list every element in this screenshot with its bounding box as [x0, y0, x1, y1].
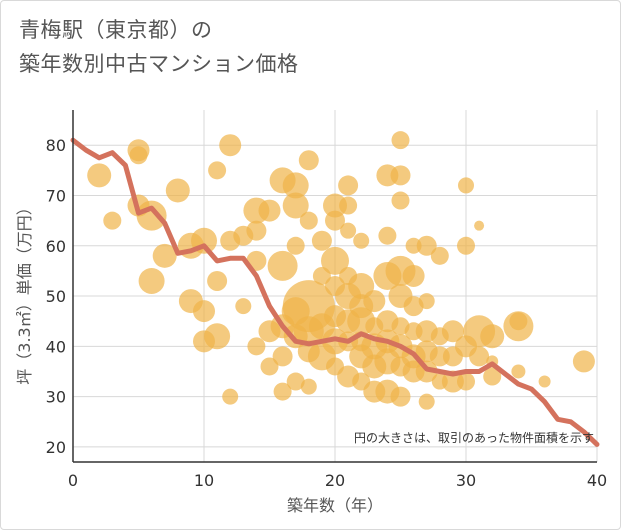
bubble-92 [390, 386, 411, 407]
bubble-1 [103, 211, 122, 230]
y-tick-label-60: 60 [46, 237, 66, 256]
bubble-15 [207, 270, 228, 291]
bubble-119 [480, 324, 505, 349]
bubble-5 [136, 200, 167, 231]
bubble-35 [282, 192, 309, 219]
y-tick-label-20: 20 [46, 438, 66, 457]
bubble-116 [474, 220, 485, 231]
bubble-8 [165, 178, 190, 203]
bubble-113 [457, 236, 475, 255]
chart-title-line2: 築年数別中古マンション価格 [19, 52, 299, 76]
bubble-118 [469, 346, 490, 367]
bubble-59 [340, 222, 357, 239]
bubble-126 [572, 350, 595, 373]
bubble-21 [235, 298, 252, 315]
bubble-52 [321, 246, 349, 275]
bubble-125 [538, 375, 551, 388]
trend-line-0 [70, 137, 600, 447]
bubble-7 [152, 243, 177, 268]
y-tick-label-80: 80 [46, 136, 66, 155]
bubble-104 [418, 393, 435, 410]
y-tick-label-50: 50 [46, 287, 66, 306]
bubble-121 [483, 367, 502, 386]
x-axis-label: 築年数（年） [287, 496, 383, 515]
bubble-100 [418, 293, 435, 310]
bubble-layer [87, 131, 595, 410]
bubble-50 [323, 193, 347, 218]
bubble-85 [390, 165, 411, 186]
bubble-57 [338, 175, 359, 196]
bubble-36 [286, 236, 305, 255]
chart-title: 青梅駅（東京都）の 築年数別中古マンション価格 [19, 13, 299, 81]
x-tick-label-20: 20 [325, 471, 345, 490]
bubble-28 [260, 357, 279, 376]
axes [72, 110, 597, 463]
bubble-25 [247, 337, 266, 356]
bubble-111 [441, 370, 464, 393]
bubble-23 [246, 220, 267, 241]
bubble-32 [272, 346, 293, 367]
bubble-33 [273, 382, 292, 401]
bubble-86 [391, 191, 410, 210]
trend-line-layer [70, 137, 600, 447]
y-tick-label-30: 30 [46, 388, 66, 407]
x-tick-label-10: 10 [194, 471, 214, 490]
bubble-size-note: 円の大きさは、取引のあった物件面積を示す [354, 430, 594, 445]
y-axis-label: 坪（3.3㎡）単価（万円） [15, 199, 34, 384]
x-tick-label-40: 40 [587, 471, 607, 490]
x-tick-label-30: 30 [456, 471, 476, 490]
bubble-12 [193, 300, 215, 323]
bubble-105 [430, 246, 449, 265]
bubble-94 [402, 264, 425, 287]
y-tick-label-70: 70 [46, 186, 66, 205]
bubble-41 [299, 211, 318, 230]
bubble-65 [353, 232, 370, 249]
chart-title-line1: 青梅駅（東京都）の [19, 18, 213, 42]
bubble-45 [300, 378, 317, 395]
bubble-14 [208, 161, 227, 180]
bubble-39 [286, 372, 305, 391]
bubble-95 [403, 296, 424, 317]
bubble-115 [457, 372, 475, 391]
bubble-6 [138, 267, 165, 294]
bubble-72 [363, 290, 386, 313]
bubble-17 [219, 134, 242, 157]
bubble-0 [87, 163, 112, 188]
bubble-84 [391, 131, 410, 150]
bubble-58 [339, 196, 358, 215]
tick-labels: 0 10 20 30 40 20 30 40 50 60 70 80 [46, 136, 608, 490]
bubble-34 [282, 172, 309, 199]
bubble-99 [416, 235, 437, 256]
bubble-30 [267, 250, 298, 281]
bubble-26 [258, 199, 281, 222]
bubble-78 [378, 226, 397, 245]
bubble-40 [298, 150, 319, 171]
bubble-124 [511, 364, 526, 379]
x-tick-label-0: 0 [68, 471, 78, 490]
bubble-51 [325, 210, 345, 231]
bubble-3 [129, 146, 148, 165]
bubble-19 [222, 388, 239, 405]
bubble-112 [458, 177, 474, 194]
bubble-109 [441, 320, 464, 343]
bubble-123 [503, 311, 534, 342]
bubble-46 [311, 230, 332, 251]
y-tick-label-40: 40 [46, 337, 66, 356]
bubble-16 [204, 323, 231, 350]
